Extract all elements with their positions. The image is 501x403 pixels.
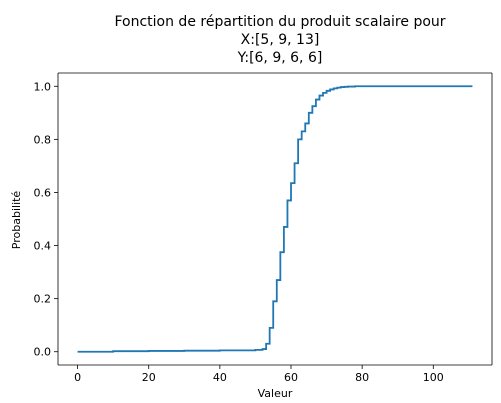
x-axis-ticks: 0 20 40 60 80 100 (74, 365, 444, 384)
title-line-3: Y:[6, 9, 6, 6] (237, 50, 323, 66)
y-tick-label: 0.4 (34, 240, 52, 253)
cdf-series-line (77, 85, 473, 353)
chart-title: Fonction de répartition du produit scala… (114, 14, 445, 66)
x-axis-label: Valeur (258, 387, 293, 400)
y-tick-label: 1.0 (34, 80, 52, 93)
y-tick-label: 0.0 (34, 346, 52, 359)
y-tick-label: 0.6 (34, 186, 52, 199)
title-line-1: Fonction de répartition du produit scala… (114, 14, 445, 30)
x-tick-label: 100 (423, 371, 444, 384)
title-line-2: X:[5, 9, 13] (241, 32, 320, 48)
x-tick-label: 40 (213, 371, 227, 384)
y-tick-label: 0.8 (34, 133, 52, 146)
x-tick-label: 0 (74, 371, 81, 384)
plot-area: 0 20 40 60 80 100 0.0 0.2 0.4 0.6 0.8 1.0 (34, 72, 493, 384)
y-axis-ticks: 0.0 0.2 0.4 0.6 0.8 1.0 (34, 80, 58, 359)
y-axis-label: Probabilité (10, 191, 23, 250)
x-tick-label: 60 (284, 371, 298, 384)
x-tick-label: 80 (355, 371, 369, 384)
y-tick-label: 0.2 (34, 293, 52, 306)
x-tick-label: 20 (142, 371, 156, 384)
